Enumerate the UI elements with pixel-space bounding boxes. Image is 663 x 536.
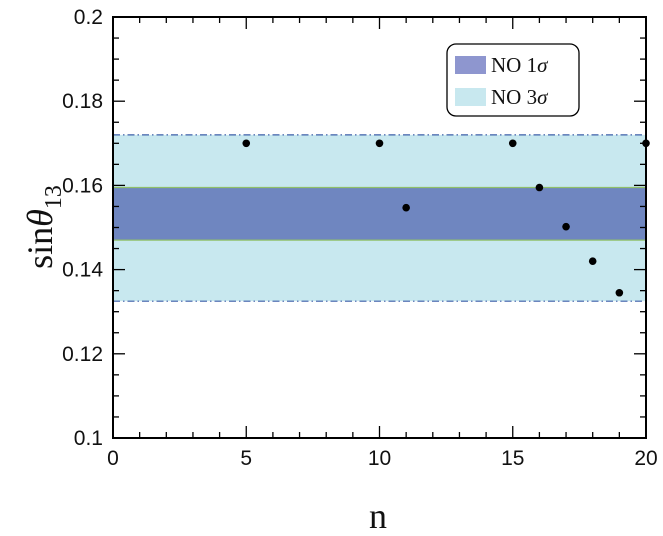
legend-label-no-1sigma: NO 1σ	[491, 53, 549, 77]
data-point	[375, 139, 384, 148]
x-tick-label: 20	[634, 447, 657, 470]
x-tick-label: 5	[240, 447, 252, 470]
points-layer	[242, 139, 650, 297]
data-point	[402, 203, 410, 212]
tick-label-layer: 0 5 10 15 20 0.1 0.12 0.14 0.16 0.18 0.2	[62, 6, 658, 470]
legend-swatch-no-3sigma	[455, 88, 486, 106]
x-axis-title: n	[369, 496, 387, 536]
plot-frame	[112, 16, 647, 439]
legend-label-no-3sigma: NO 3σ	[491, 85, 549, 109]
data-point	[615, 288, 624, 297]
data-point	[562, 222, 570, 231]
data-point	[508, 139, 517, 148]
y-tick-label: 0.1	[74, 427, 103, 450]
band-1	[113, 187, 646, 241]
y-tick-label: 0.16	[62, 174, 103, 197]
x-tick-label: 10	[368, 447, 391, 470]
y-axis-title: sinθ13	[20, 185, 67, 269]
data-point	[242, 139, 251, 148]
y-tick-label: 0.14	[62, 259, 103, 282]
y-tick-label: 0.18	[62, 90, 103, 113]
x-tick-label: 15	[501, 447, 524, 470]
data-point	[642, 139, 650, 148]
legend-swatch-no-1sigma	[455, 56, 486, 74]
legend: NO 1σ NO 3σ	[446, 43, 580, 117]
data-point	[535, 183, 544, 192]
band-layer	[113, 134, 646, 302]
data-point	[588, 257, 597, 265]
y-tick-label: 0.2	[74, 6, 103, 29]
y-tick-label: 0.12	[62, 343, 103, 366]
x-tick-label: 0	[107, 447, 119, 470]
